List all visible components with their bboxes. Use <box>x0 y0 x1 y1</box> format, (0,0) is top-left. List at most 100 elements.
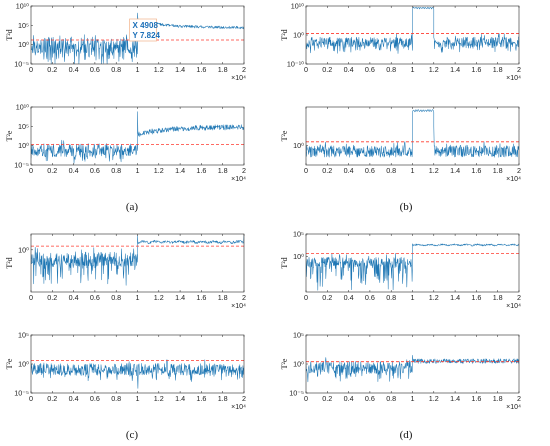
x-tick-label: 1.6 <box>196 166 206 175</box>
x-tick-label: 0.6 <box>365 293 375 302</box>
x-tick-label: 0 <box>304 394 308 403</box>
x-tick-label: 1.2 <box>154 65 164 74</box>
chart-a-bottom: 0 0.2 0.4 0.6 0.8 1 1.2 1.4 1.6 1.8 2×10⁴ 10⁻⁵ 10⁰ 10… <box>5 103 246 184</box>
datatip-y-label: Y 7.824 <box>133 31 161 40</box>
x-tick-label: 1 <box>411 394 415 403</box>
x-tick-label: 1.8 <box>493 394 503 403</box>
x-tick-label: 2 <box>242 65 246 74</box>
chart-c-bottom: 0 0.2 0.4 0.6 0.8 1 1.2 1.4 1.6 1.8 2×10⁴ 10⁻⁵ 10⁰ 10… <box>5 331 246 412</box>
x-multiplier: ×10⁴ <box>506 75 521 82</box>
caption-b: (b) <box>400 201 413 213</box>
x-tick-label: 1.6 <box>471 293 481 302</box>
x-tick-label: 1.8 <box>218 394 228 403</box>
series-line <box>31 359 244 389</box>
x-tick-label: 1.2 <box>429 293 439 302</box>
x-multiplier: ×10⁴ <box>231 303 246 310</box>
x-tick-label: 0.4 <box>344 65 354 74</box>
y-tick-label: 10¹⁰ <box>16 2 29 11</box>
x-tick-label: 1.8 <box>218 293 228 302</box>
y-tick-label: 10⁻⁵ <box>14 389 29 398</box>
x-tick-label: 2 <box>517 293 521 302</box>
x-tick-label: 0.4 <box>69 65 79 74</box>
caption-d: (d) <box>400 429 413 441</box>
x-tick-label: 0.6 <box>365 166 375 175</box>
x-tick-label: 1.4 <box>175 394 185 403</box>
x-tick-label: 0.4 <box>69 166 79 175</box>
caption-c: (c) <box>126 429 139 441</box>
y-axis-label: T²e <box>280 130 289 141</box>
y-tick-label: 10⁰ <box>293 252 304 261</box>
y-tick-label: 10⁻⁵ <box>14 161 29 170</box>
series-line <box>306 109 519 158</box>
x-tick-label: 0.2 <box>322 166 332 175</box>
x-tick-label: 1 <box>136 394 140 403</box>
x-tick-label: 2 <box>517 166 521 175</box>
y-tick-label: 10¹⁰ <box>291 2 304 11</box>
x-tick-label: 0.4 <box>69 293 79 302</box>
x-tick-label: 0.4 <box>344 293 354 302</box>
x-tick-label: 0.4 <box>344 166 354 175</box>
x-tick-label: 1.4 <box>175 65 185 74</box>
x-tick-label: 0 <box>29 166 33 175</box>
x-tick-label: 1.4 <box>450 293 460 302</box>
y-tick-label: 10⁵ <box>18 331 29 340</box>
x-tick-label: 1.8 <box>218 65 228 74</box>
x-tick-label: 0.8 <box>111 293 121 302</box>
x-tick-label: 0.6 <box>365 65 375 74</box>
chart-b-top: 0 0.2 0.4 0.6 0.8 1 1.2 1.4 1.6 1.8 2×10⁴ 10⁻¹⁰ 10⁰ 1… <box>280 2 521 83</box>
x-multiplier: ×10⁴ <box>231 176 246 183</box>
x-tick-label: 1.2 <box>429 166 439 175</box>
x-tick-label: 0.2 <box>47 65 57 74</box>
x-tick-label: 0.8 <box>386 293 396 302</box>
y-axis-label: T²d <box>5 29 14 40</box>
y-tick-label: 10⁰ <box>293 31 304 40</box>
x-tick-label: 0.8 <box>386 65 396 74</box>
x-tick-label: 2 <box>242 394 246 403</box>
y-tick-label: 10⁰ <box>18 40 29 49</box>
x-tick-label: 0 <box>29 65 33 74</box>
x-tick-label: 1.2 <box>429 394 439 403</box>
x-tick-label: 1.8 <box>493 65 503 74</box>
y-axis-label: T²d <box>280 257 289 268</box>
x-tick-label: 0 <box>304 166 308 175</box>
x-tick-label: 0.2 <box>322 65 332 74</box>
x-tick-label: 2 <box>517 65 521 74</box>
x-tick-label: 1.6 <box>196 293 206 302</box>
x-tick-label: 1.4 <box>450 166 460 175</box>
x-tick-label: 0.2 <box>47 293 57 302</box>
x-tick-label: 0.8 <box>111 166 121 175</box>
caption-a: (a) <box>126 201 139 213</box>
chart-a-top: 0 0.2 0.4 0.6 0.8 1 1.2 1.4 1.6 1.8 2×10⁴ 10⁻⁵ 10⁰ 10… <box>5 2 246 83</box>
x-tick-label: 1 <box>411 293 415 302</box>
chart-c-top: 0 0.2 0.4 0.6 0.8 1 1.2 1.4 1.6 1.8 2×10⁴ 10⁰ T²d <box>5 233 246 310</box>
y-tick-label: 10⁰ <box>293 360 304 369</box>
y-tick-label: 10⁵ <box>18 21 29 30</box>
y-axis-label: T²e <box>5 358 14 369</box>
x-tick-label: 1.4 <box>450 394 460 403</box>
series-line <box>306 243 519 291</box>
chart-b-bottom: 0 0.2 0.4 0.6 0.8 1 1.2 1.4 1.6 1.8 2×10⁴ 10⁰ T²e <box>280 106 521 183</box>
x-tick-label: 1 <box>411 65 415 74</box>
x-tick-label: 1 <box>136 166 140 175</box>
chart-d-top: 0 0.2 0.4 0.6 0.8 1 1.2 1.4 1.6 1.8 2×10⁴ 10⁰ 10⁵ T²d <box>280 230 521 311</box>
x-tick-label: 1.4 <box>175 293 185 302</box>
series-line <box>306 6 519 54</box>
x-tick-label: 0.6 <box>90 394 100 403</box>
x-tick-label: 1.8 <box>493 293 503 302</box>
series-line <box>31 235 244 286</box>
x-tick-label: 1.6 <box>471 166 481 175</box>
x-tick-label: 1.4 <box>450 65 460 74</box>
y-tick-label: 10⁰ <box>18 245 29 254</box>
x-tick-label: 0.8 <box>111 65 121 74</box>
series-line <box>306 355 519 383</box>
x-tick-label: 2 <box>242 293 246 302</box>
x-tick-label: 1 <box>136 65 140 74</box>
y-tick-label: 10⁰ <box>18 141 29 150</box>
x-tick-label: 0.6 <box>365 394 375 403</box>
y-tick-label: 10⁻¹⁰ <box>287 60 304 69</box>
x-tick-label: 1.6 <box>196 65 206 74</box>
x-tick-label: 1.6 <box>471 65 481 74</box>
x-tick-label: 0 <box>304 65 308 74</box>
x-multiplier: ×10⁴ <box>231 404 246 411</box>
x-tick-label: 1 <box>411 166 415 175</box>
